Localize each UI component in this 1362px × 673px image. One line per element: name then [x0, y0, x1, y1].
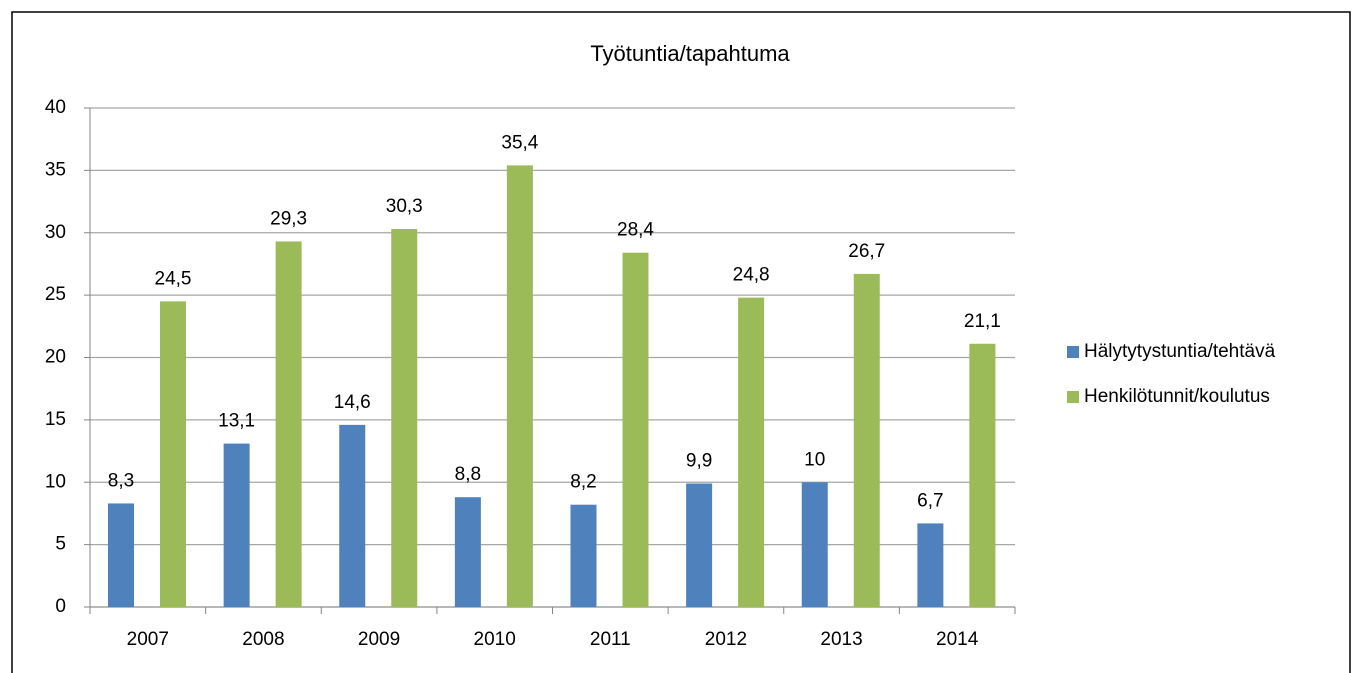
y-tick-label: 35: [45, 159, 66, 180]
bar: [570, 504, 597, 607]
bar: [969, 343, 996, 607]
bar: [801, 482, 828, 607]
bar: [738, 297, 765, 607]
bar: [339, 424, 366, 607]
data-label: 35,4: [501, 132, 538, 153]
bar: [223, 443, 250, 607]
y-tick-label: 25: [45, 284, 66, 305]
data-label: 8,2: [570, 472, 596, 493]
bar: [275, 241, 302, 608]
y-tick-label: 30: [45, 222, 66, 243]
data-label: 26,7: [848, 241, 885, 262]
data-label: 9,9: [686, 451, 712, 472]
x-tick-label: 2013: [820, 629, 862, 650]
bar: [108, 503, 134, 607]
y-tick-label: 20: [45, 347, 66, 368]
data-label: 10: [804, 449, 825, 470]
y-tick-label: 5: [55, 534, 66, 555]
y-tick-label: 15: [45, 409, 66, 430]
data-label: 30,3: [386, 196, 423, 217]
bar: [160, 301, 186, 607]
bar: [454, 497, 481, 607]
y-tick-label: 40: [45, 97, 66, 118]
data-label: 29,3: [270, 208, 307, 229]
x-tick-label: 2012: [705, 629, 747, 650]
data-label: 28,4: [617, 220, 654, 241]
bar: [622, 252, 649, 607]
legend-label: Henkilötunnit/koulutus: [1084, 386, 1270, 407]
bar: [506, 165, 533, 607]
chart-title: Työtuntia/tapahtuma: [590, 41, 790, 66]
data-label: 21,1: [964, 311, 1001, 332]
x-tick-label: 2009: [358, 629, 400, 650]
y-tick-label: 10: [45, 471, 66, 492]
legend-label: Hälytytystuntia/tehtävä: [1084, 341, 1276, 362]
legend-swatch: [1067, 346, 1079, 358]
y-tick-label: 0: [55, 596, 66, 617]
bar: [917, 523, 944, 607]
bar: [391, 229, 418, 607]
legend-swatch: [1067, 391, 1079, 403]
bar: [853, 273, 880, 607]
x-tick-label: 2014: [936, 629, 979, 650]
data-label: 8,3: [108, 470, 134, 491]
data-label: 24,5: [155, 268, 192, 289]
chart-frame: [11, 11, 1351, 673]
x-tick-label: 2008: [242, 629, 284, 650]
data-label: 8,8: [455, 464, 481, 485]
bar: [686, 483, 713, 607]
data-label: 24,8: [733, 265, 770, 286]
x-tick-label: 2007: [127, 629, 169, 650]
x-tick-label: 2010: [474, 629, 516, 650]
data-label: 6,7: [917, 490, 943, 511]
data-label: 13,1: [218, 411, 255, 432]
x-tick-label: 2011: [590, 629, 631, 650]
data-label: 14,6: [334, 392, 371, 413]
